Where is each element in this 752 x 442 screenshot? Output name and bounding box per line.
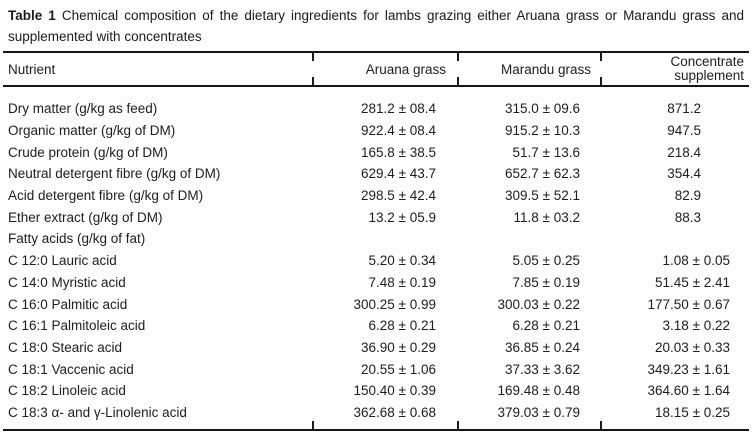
table-row: C 12:0 Lauric acid 5.20 ± 0.34 5.05 ± 0.… — [3, 250, 749, 272]
table-row: C 16:1 Palmitoleic acid 6.28 ± 0.21 6.28… — [3, 315, 749, 337]
column-divider-stub — [600, 52, 602, 61]
column-header-concentrate: Concentrate supplement — [601, 52, 749, 87]
nutrient-cell: C 16:1 Palmitoleic acid — [8, 318, 146, 334]
column-divider-stub — [457, 77, 459, 86]
nutrient-cell: C 18:1 Vaccenic acid — [8, 361, 134, 377]
concentrate-value: 82.9 — [674, 188, 701, 204]
concentrate-value: 871.2 — [667, 101, 701, 117]
marandu-value: 652.7 ± 62.3 — [505, 166, 580, 182]
composition-table: Nutrient Aruana grass Marandu grass Conc… — [3, 51, 749, 432]
column-divider-stub — [312, 52, 314, 61]
nutrient-cell: Organic matter (g/kg of DM) — [8, 123, 176, 139]
marandu-value: 36.85 ± 0.24 — [505, 339, 580, 355]
nutrient-cell: C 14:0 Myristic acid — [8, 274, 126, 290]
column-divider-stub — [457, 421, 459, 430]
column-divider-stub — [457, 52, 459, 61]
table-caption-text: Chemical composition of the dietary ingr… — [8, 8, 744, 44]
aruana-value: 298.5 ± 42.4 — [361, 188, 436, 204]
table-row: C 18:2 Linoleic acid 150.40 ± 0.39 169.4… — [3, 380, 749, 402]
table-row: C 14:0 Myristic acid 7.48 ± 0.19 7.85 ± … — [3, 272, 749, 294]
nutrient-cell: Ether extract (g/kg of DM) — [8, 209, 163, 225]
concentrate-value: 20.03 ± 0.33 — [655, 339, 730, 355]
table-row: Acid detergent fibre (g/kg of DM) 298.5 … — [3, 185, 749, 207]
table-row: Crude protein (g/kg of DM) 165.8 ± 38.5 … — [3, 141, 749, 163]
column-divider-stub — [312, 421, 314, 430]
marandu-value: 315.0 ± 09.6 — [505, 101, 580, 117]
nutrient-cell: C 16:0 Palmitic acid — [8, 296, 128, 312]
column-divider-stub — [312, 77, 314, 86]
table-caption-label: Table 1 — [8, 8, 56, 23]
marandu-value: 5.05 ± 0.25 — [512, 253, 580, 269]
nutrient-cell: Neutral detergent fibre (g/kg of DM) — [8, 166, 221, 182]
aruana-value: 362.68 ± 0.68 — [353, 404, 436, 420]
concentrate-value: 947.5 — [667, 123, 701, 139]
marandu-value: 379.03 ± 0.79 — [497, 404, 580, 420]
table-row: C 18:3 α- and γ-Linolenic acid 362.68 ± … — [3, 402, 749, 431]
marandu-value: 6.28 ± 0.21 — [512, 318, 580, 334]
aruana-value: 5.20 ± 0.34 — [368, 253, 436, 269]
table-row: C 16:0 Palmitic acid 300.25 ± 0.99 300.0… — [3, 293, 749, 315]
aruana-value: 150.40 ± 0.39 — [353, 383, 436, 399]
nutrient-cell: C 18:0 Stearic acid — [8, 339, 123, 355]
nutrient-cell: C 18:3 α- and γ-Linolenic acid — [8, 404, 187, 420]
concentrate-value: 88.3 — [674, 209, 701, 225]
header-row: Nutrient Aruana grass Marandu grass Conc… — [3, 52, 749, 87]
marandu-value: 309.5 ± 52.1 — [505, 188, 580, 204]
marandu-value: 7.85 ± 0.19 — [512, 274, 580, 290]
concentrate-value: 354.4 — [667, 166, 701, 182]
table-row: Ether extract (g/kg of DM) 13.2 ± 05.9 1… — [3, 206, 749, 228]
table-row: Neutral detergent fibre (g/kg of DM) 629… — [3, 163, 749, 185]
column-header-aruana: Aruana grass — [313, 52, 458, 87]
table-row: C 18:0 Stearic acid 36.90 ± 0.29 36.85 ±… — [3, 337, 749, 359]
marandu-value — [458, 228, 601, 250]
section-row: Fatty acids (g/kg of fat) — [3, 228, 749, 250]
column-header-marandu: Marandu grass — [458, 52, 601, 87]
concentrate-value: 218.4 — [667, 144, 701, 160]
column-divider-stub — [600, 421, 602, 430]
marandu-value: 11.8 ± 03.2 — [513, 209, 580, 225]
aruana-value: 165.8 ± 38.5 — [361, 144, 436, 160]
aruana-value: 20.55 ± 1.06 — [361, 361, 436, 377]
concentrate-value: 18.15 ± 0.25 — [655, 404, 730, 420]
marandu-value: 915.2 ± 10.3 — [505, 123, 580, 139]
nutrient-cell: Acid detergent fibre (g/kg of DM) — [8, 188, 204, 204]
marandu-value: 300.03 ± 0.22 — [497, 296, 580, 312]
concentrate-value: 1.08 ± 0.05 — [662, 253, 730, 269]
table-caption: Table 1 Chemical composition of the diet… — [8, 5, 744, 47]
concentrate-value: 177.50 ± 0.67 — [647, 296, 730, 312]
aruana-value: 281.2 ± 08.4 — [361, 101, 436, 117]
concentrate-value — [601, 228, 749, 250]
marandu-value: 169.48 ± 0.48 — [497, 383, 580, 399]
aruana-value: 36.90 ± 0.29 — [361, 339, 436, 355]
section-label: Fatty acids (g/kg of fat) — [8, 231, 146, 247]
concentrate-value: 349.23 ± 1.61 — [647, 361, 730, 377]
concentrate-value: 51.45 ± 2.41 — [655, 274, 730, 290]
nutrient-cell: Crude protein (g/kg of DM) — [8, 144, 168, 160]
table-row: Dry matter (g/kg as feed) 281.2 ± 08.4 3… — [3, 86, 749, 120]
nutrient-cell: Dry matter (g/kg as feed) — [8, 101, 158, 117]
column-divider-stub — [600, 77, 602, 86]
concentrate-value: 364.60 ± 1.64 — [647, 383, 730, 399]
column-header-nutrient: Nutrient — [3, 52, 313, 87]
nutrient-cell: C 12:0 Lauric acid — [8, 253, 117, 269]
aruana-value: 300.25 ± 0.99 — [353, 296, 436, 312]
table-row: C 18:1 Vaccenic acid 20.55 ± 1.06 37.33 … — [3, 358, 749, 380]
concentrate-value: 3.18 ± 0.22 — [662, 318, 730, 334]
table-row: Organic matter (g/kg of DM) 922.4 ± 08.4… — [3, 120, 749, 142]
nutrient-cell: C 18:2 Linoleic acid — [8, 383, 126, 399]
aruana-value: 13.2 ± 05.9 — [368, 209, 436, 225]
aruana-value: 922.4 ± 08.4 — [361, 123, 436, 139]
aruana-value: 6.28 ± 0.21 — [368, 318, 436, 334]
aruana-value — [313, 228, 458, 250]
aruana-value: 7.48 ± 0.19 — [368, 274, 436, 290]
marandu-value: 37.33 ± 3.62 — [505, 361, 580, 377]
marandu-value: 51.7 ± 13.6 — [512, 144, 580, 160]
aruana-value: 629.4 ± 43.7 — [361, 166, 436, 182]
